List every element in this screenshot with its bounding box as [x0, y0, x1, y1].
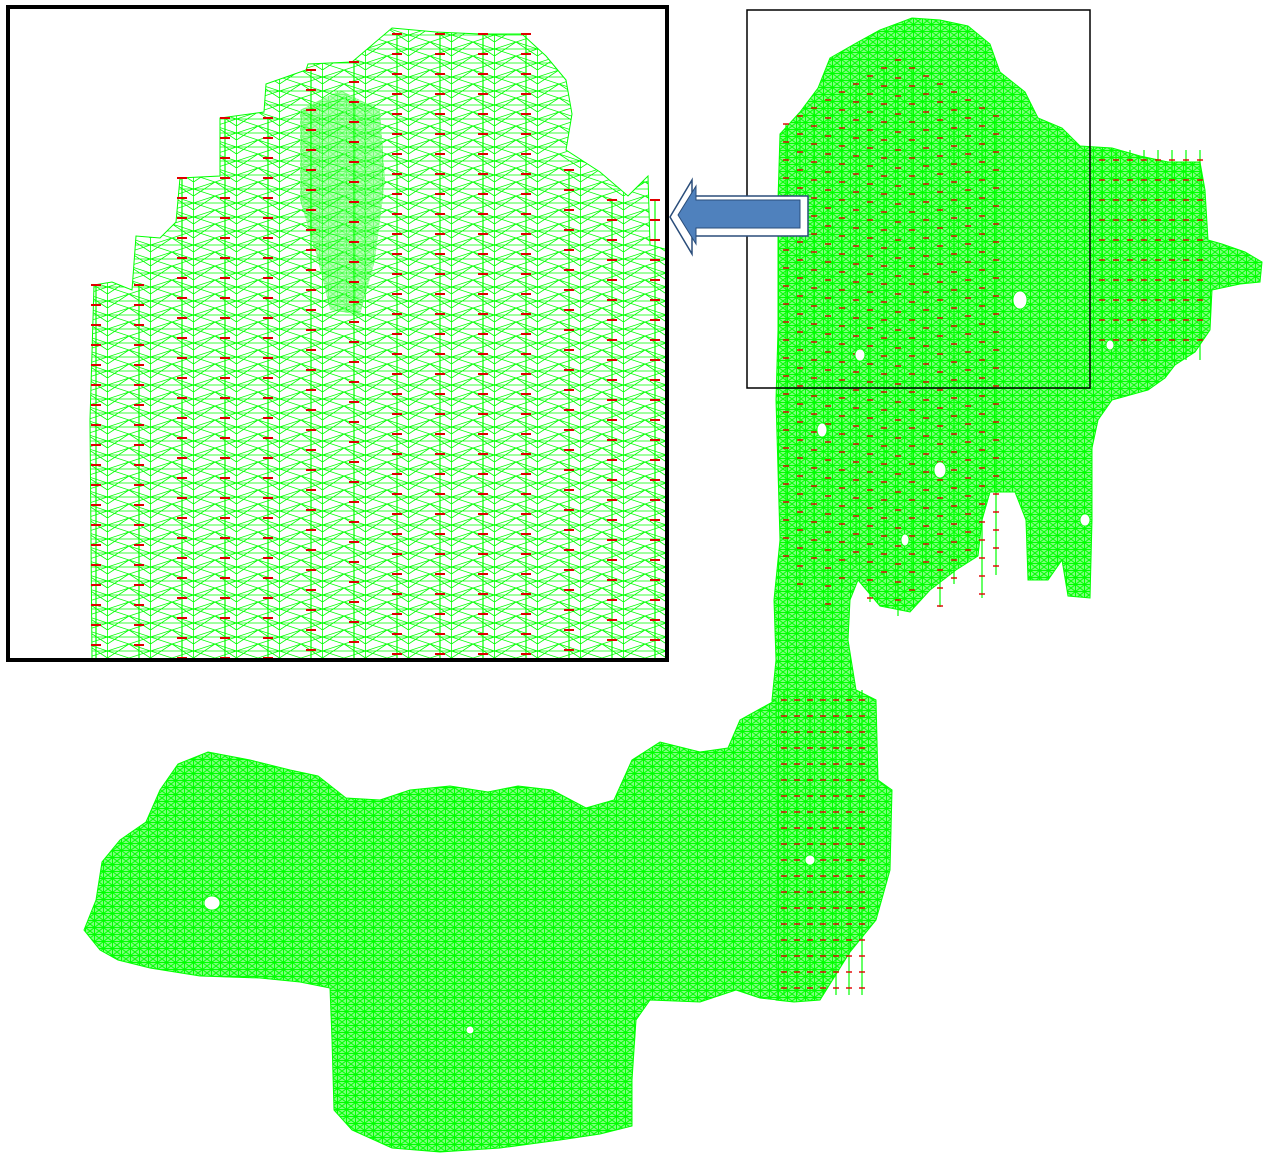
inset-dense-cluster — [300, 90, 385, 315]
left-arrow-icon — [669, 177, 809, 257]
inset-frame — [6, 5, 669, 662]
north-block-region — [769, 17, 1263, 1003]
inset-survey-lines — [91, 33, 660, 658]
south-west-region — [83, 699, 779, 1153]
vertical-survey-lines — [781, 59, 1203, 995]
inset-zoom-panel — [10, 9, 665, 658]
mesh-holes — [203, 290, 1115, 1035]
main-survey-mesh — [83, 17, 1263, 1153]
inset-mesh-region — [89, 27, 665, 658]
